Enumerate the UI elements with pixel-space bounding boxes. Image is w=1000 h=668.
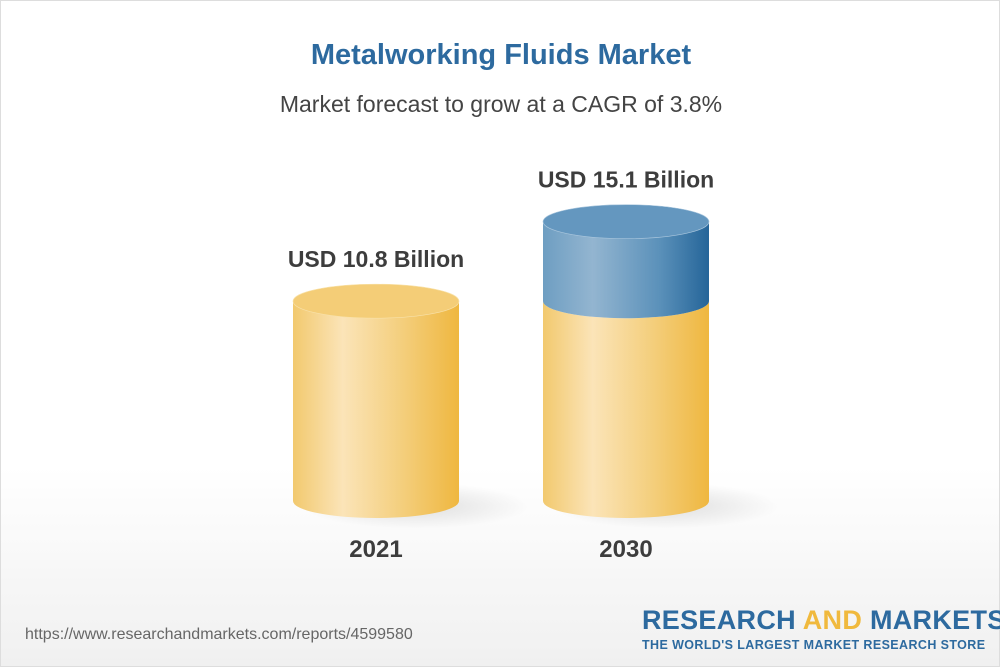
cylinder-top-2030 [542,204,710,239]
logo-word-3: MARKETS [869,605,1000,635]
logo-word-1: RESEARCH [642,605,796,635]
report-url[interactable]: https://www.researchandmarkets.com/repor… [25,626,413,643]
logo-tagline: THE WORLD'S LARGEST MARKET RESEARCH STOR… [642,638,986,652]
logo-word-2: AND [802,605,863,635]
cylinder-bar-base-2021 [293,301,459,518]
data-label: USD 15.1 Billion [538,167,714,193]
category-label: 2021 [349,536,402,563]
data-label: USD 10.8 Billion [288,246,464,272]
chart-title: Metalworking Fluids Market [310,39,692,71]
cylinder-bar-growth-2030 [543,221,709,319]
cylinder-bar-base-2030 [543,301,709,518]
research-and-markets-logo: RESEARCH AND MARKETS THE WORLD'S LARGEST… [642,605,1000,652]
chart-subtitle: Market forecast to grow at a CAGR of 3.8… [279,91,723,117]
category-label: 2030 [599,536,652,563]
cylinder-top-2021 [292,283,460,319]
